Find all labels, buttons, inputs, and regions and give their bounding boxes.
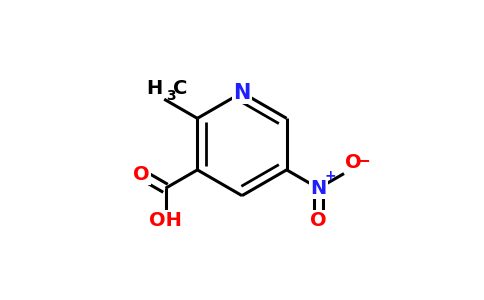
Text: H: H bbox=[147, 79, 163, 98]
Text: O: O bbox=[310, 211, 327, 230]
Text: N: N bbox=[233, 82, 251, 103]
Text: C: C bbox=[173, 79, 187, 98]
Text: +: + bbox=[325, 169, 336, 183]
Text: N: N bbox=[310, 179, 327, 198]
Text: 3: 3 bbox=[166, 89, 175, 103]
Text: O: O bbox=[133, 165, 150, 184]
Text: −: − bbox=[356, 151, 370, 169]
Text: OH: OH bbox=[149, 211, 182, 230]
Text: O: O bbox=[346, 153, 362, 172]
